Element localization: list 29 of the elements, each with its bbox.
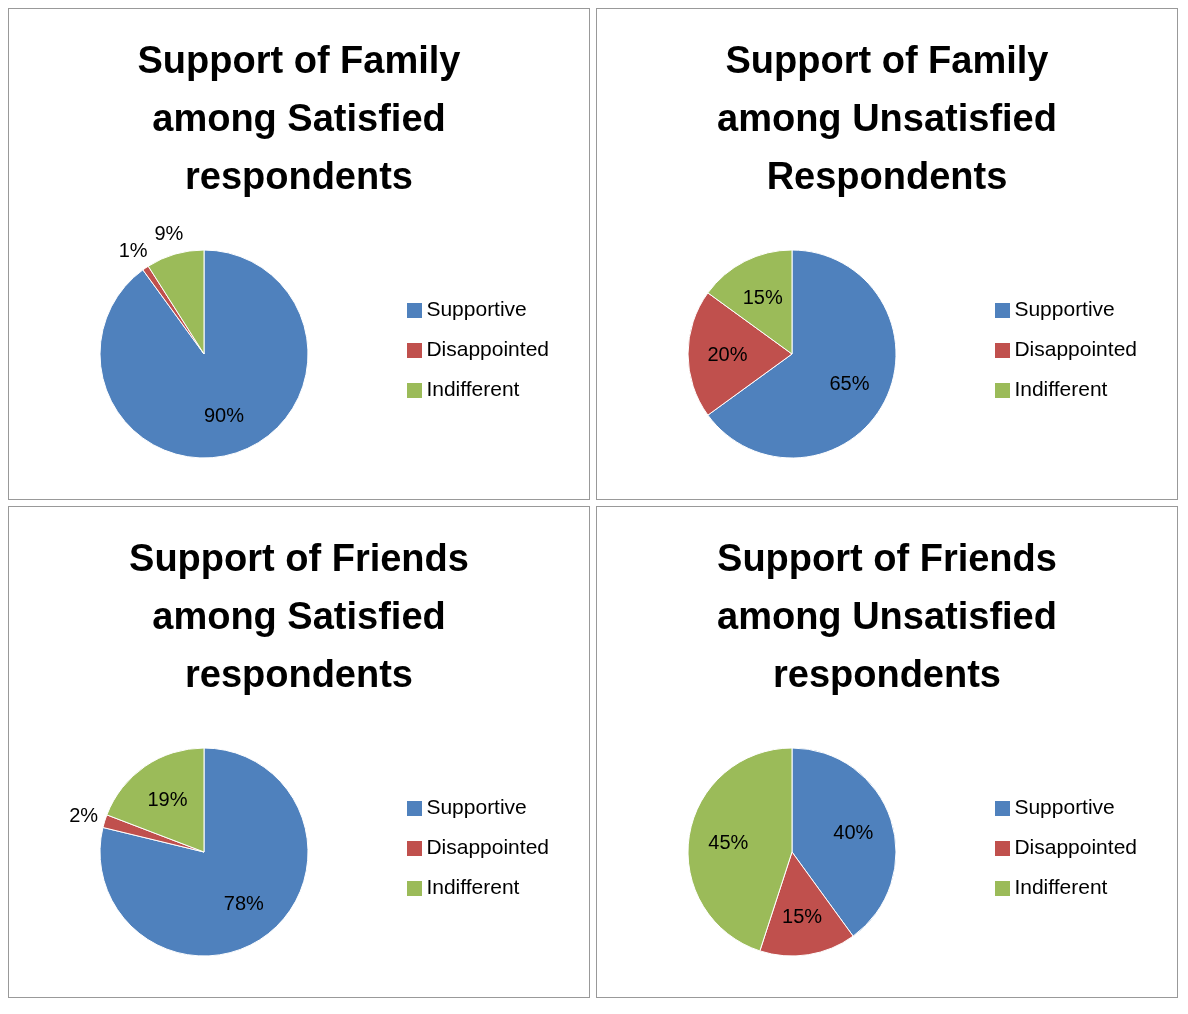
- data-label: 90%: [203, 404, 245, 427]
- data-label: 19%: [147, 787, 188, 810]
- legend-label: Indifferent: [426, 377, 520, 400]
- chart-title: Support of Family among Unsatisfied Respondents: [716, 38, 1058, 199]
- chart-title: Support of Friends among Satisfied respondents: [128, 536, 470, 697]
- data-label: 20%: [707, 343, 748, 365]
- legend-label: Indifferent: [426, 875, 520, 898]
- data-label: 45%: [708, 830, 749, 853]
- legend-label: Indifferent: [1014, 875, 1108, 898]
- legend-label: Supportive: [426, 795, 527, 818]
- data-label: 2%: [69, 803, 99, 826]
- data-label: 1%: [118, 238, 148, 261]
- legend-label: Supportive: [426, 297, 527, 320]
- data-label: 15%: [782, 904, 823, 927]
- legend-label: Indifferent: [1014, 377, 1108, 400]
- legend-label: Disappointed: [426, 337, 549, 360]
- data-label: 78%: [223, 891, 265, 914]
- chart-title: Support of Friends among Unsatisfied respondents: [716, 536, 1058, 697]
- legend-label: Disappointed: [1014, 835, 1137, 858]
- data-label: 9%: [154, 222, 184, 244]
- data-label: 65%: [829, 372, 870, 395]
- chart-title: Support of Family among Satisfied respondents: [136, 38, 462, 199]
- legend-label: Supportive: [1014, 795, 1115, 818]
- legend-label: Disappointed: [1014, 337, 1137, 360]
- data-label: 40%: [833, 821, 874, 844]
- pie-slice: [99, 747, 309, 957]
- legend-label: Disappointed: [426, 835, 549, 858]
- legend-label: Supportive: [1014, 297, 1115, 320]
- data-label: 15%: [742, 285, 783, 308]
